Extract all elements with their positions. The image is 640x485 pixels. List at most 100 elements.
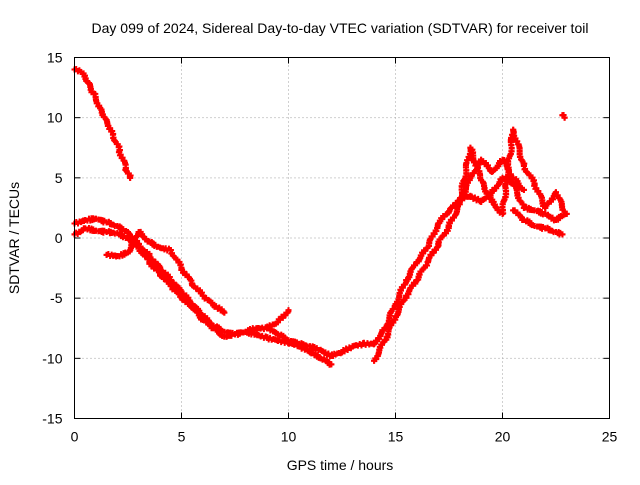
data-point <box>360 340 367 347</box>
data-point <box>221 328 228 335</box>
data-point <box>103 251 110 258</box>
data-point <box>561 114 568 121</box>
data-point <box>178 265 185 272</box>
data-point <box>167 247 174 254</box>
y-tick-label: -10 <box>42 350 62 366</box>
data-point <box>253 325 260 332</box>
data-point <box>467 174 474 181</box>
y-tick-label: 15 <box>47 50 63 66</box>
data-point <box>92 215 99 222</box>
data-point <box>92 227 99 234</box>
data-point <box>499 174 506 181</box>
data-point <box>446 208 452 215</box>
data-point <box>424 259 431 266</box>
data-point <box>103 219 110 226</box>
data-point <box>559 231 566 238</box>
data-point <box>520 204 527 211</box>
data-point <box>178 289 185 296</box>
data-point <box>157 244 164 251</box>
data-point <box>520 186 527 193</box>
data-point <box>478 198 485 205</box>
data-point <box>467 144 474 151</box>
data-point <box>127 174 134 181</box>
data-point <box>499 210 506 217</box>
data-point <box>103 117 110 124</box>
data-point <box>178 295 185 302</box>
data-point <box>371 340 378 347</box>
data-point <box>90 90 97 97</box>
data-point <box>189 280 196 287</box>
data-point <box>403 292 410 299</box>
data-point <box>456 198 463 205</box>
data-point <box>110 131 117 138</box>
series-arc-8 <box>510 207 566 238</box>
series-arc-9 <box>559 112 568 121</box>
data-point <box>349 343 356 350</box>
data-point <box>381 337 388 344</box>
chart-title: Day 099 of 2024, Sidereal Day-to-day VTE… <box>92 20 589 36</box>
data-point <box>381 325 388 332</box>
series-arc-5 <box>264 174 570 360</box>
y-tick-label: -5 <box>50 290 63 306</box>
data-point <box>488 189 495 196</box>
data-point <box>146 259 153 266</box>
data-point <box>520 162 527 169</box>
data-point <box>221 333 228 340</box>
data-point <box>553 216 559 223</box>
data-point <box>125 235 131 241</box>
data-point <box>339 349 345 356</box>
data-point <box>553 189 559 196</box>
data-point <box>77 68 84 75</box>
data-point <box>167 283 174 290</box>
data-point <box>125 249 131 256</box>
data-point <box>435 241 442 248</box>
x-tick-label: 5 <box>178 429 186 445</box>
x-tick-label: 10 <box>281 429 297 445</box>
data-point <box>274 331 281 338</box>
data-point <box>435 220 442 227</box>
y-tick-label: 0 <box>55 230 63 246</box>
data-point <box>285 337 292 344</box>
data-point <box>296 340 303 347</box>
data-point <box>84 78 91 85</box>
data-point <box>510 207 517 214</box>
data-point <box>114 230 121 237</box>
data-points <box>103 228 228 316</box>
data-point <box>199 316 206 323</box>
data-point <box>125 228 131 235</box>
y-tick-label: 10 <box>47 110 63 126</box>
data-point <box>531 207 538 214</box>
data-points <box>510 207 566 238</box>
data-point <box>563 210 570 217</box>
data-point <box>232 331 238 338</box>
data-point <box>371 357 378 364</box>
x-tick-label: 15 <box>388 429 404 445</box>
data-point <box>499 156 506 163</box>
data-points <box>264 174 570 360</box>
data-point <box>392 301 399 308</box>
data-point <box>135 228 142 235</box>
data-point <box>510 126 517 133</box>
data-points <box>71 224 335 368</box>
data-point <box>467 192 474 199</box>
data-point <box>264 334 271 341</box>
data-point <box>157 271 164 278</box>
data-point <box>392 313 399 320</box>
data-point <box>146 238 153 245</box>
data-point <box>317 346 324 353</box>
data-point <box>553 228 559 235</box>
data-point <box>317 355 324 362</box>
data-point <box>221 309 228 316</box>
data-series <box>71 65 570 368</box>
data-point <box>328 361 335 368</box>
data-point <box>274 319 281 326</box>
data-point <box>306 343 313 350</box>
data-point <box>510 174 517 181</box>
x-tick-label: 0 <box>71 429 79 445</box>
x-axis-label: GPS time / hours <box>287 457 394 473</box>
data-point <box>520 216 527 223</box>
data-point <box>542 204 549 211</box>
data-point <box>403 277 410 284</box>
data-points <box>71 65 134 181</box>
